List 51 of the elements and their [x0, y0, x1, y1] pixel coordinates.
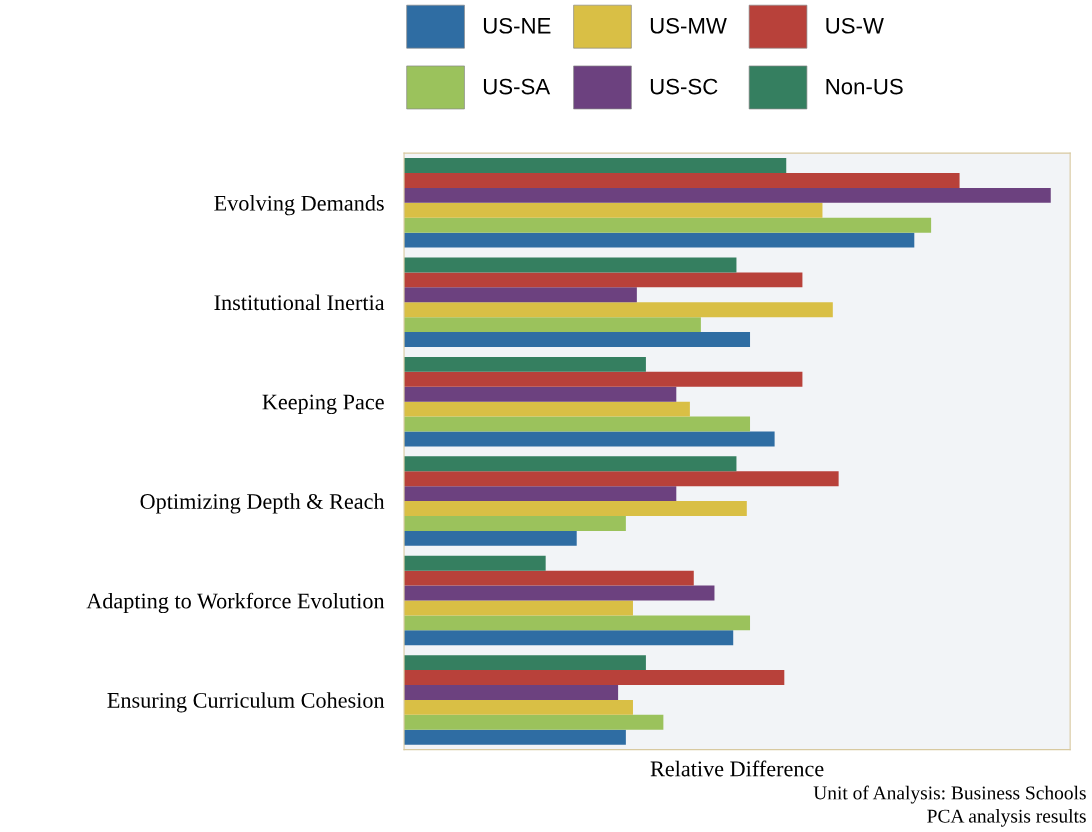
y-tick-label: Ensuring Curriculum Cohesion: [107, 692, 385, 713]
bar: [404, 287, 637, 303]
bar: [404, 714, 664, 730]
legend-label: US-MW: [650, 17, 727, 34]
bar: [404, 555, 546, 571]
bar: [404, 471, 839, 487]
bar: [404, 456, 737, 472]
bar: [404, 416, 751, 432]
bar: [404, 486, 677, 502]
bar: [404, 158, 787, 173]
bar: [404, 431, 775, 447]
text: PCA analysis results: [927, 809, 1086, 827]
y-tick-label: Optimizing Depth & Reach: [140, 493, 385, 514]
legend-label: US-NE: [483, 17, 551, 34]
bar: [404, 401, 690, 417]
bar: [404, 729, 626, 745]
bar: [404, 332, 751, 347]
bar: [404, 585, 715, 601]
bar: [404, 699, 633, 715]
bar: [404, 187, 1051, 203]
bar: [404, 232, 915, 248]
bar: [404, 501, 747, 516]
bar: [404, 685, 619, 700]
bar: [404, 615, 751, 631]
bar: [404, 515, 626, 531]
bar: [404, 202, 823, 218]
bar: [404, 317, 701, 333]
bar: [404, 655, 646, 671]
legend-label: US-SC: [650, 78, 718, 95]
legend-label: US-W: [826, 17, 884, 34]
bar: [404, 302, 833, 318]
bar: [404, 371, 803, 387]
legend-label: US-SA: [483, 78, 551, 95]
y-tick-label: Evolving Demands: [214, 195, 384, 216]
bar: [404, 272, 803, 288]
x-axis-title: Relative Difference: [650, 760, 824, 777]
bar: [404, 217, 932, 233]
bar: [404, 386, 677, 402]
y-tick-label: Institutional Inertia: [214, 294, 385, 311]
bar: [404, 257, 737, 273]
y-tick-label: Adapting to Workforce Evolution: [86, 592, 385, 614]
y-tick-label: Keeping Pace: [262, 394, 384, 415]
bar: [404, 570, 694, 586]
bar: [404, 670, 785, 686]
bar: [404, 600, 633, 616]
legend-label: Non-US: [826, 78, 903, 95]
bar: [404, 530, 577, 546]
bar: [404, 356, 646, 372]
bar: [404, 630, 734, 646]
text: Unit of Analysis: Business Schools: [813, 785, 1086, 804]
bar: [404, 172, 960, 188]
